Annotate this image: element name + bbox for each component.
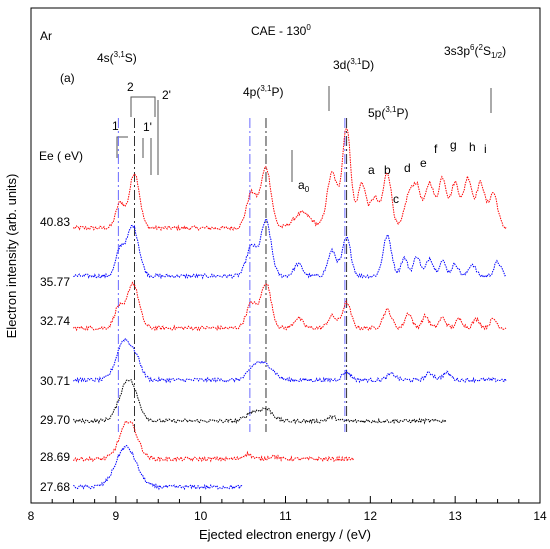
mark-i: i bbox=[484, 142, 487, 156]
annotation-brackets bbox=[116, 86, 492, 182]
spectrum-line bbox=[73, 218, 507, 280]
spectrum-line bbox=[73, 337, 507, 384]
mark-e: e bbox=[420, 156, 427, 170]
energy-label: 29.70 bbox=[40, 413, 70, 427]
x-tick-label: 9 bbox=[112, 509, 119, 523]
mark-d: d bbox=[404, 161, 411, 175]
x-tick-label: 13 bbox=[448, 509, 462, 523]
y-axis-label: Electron intensity (arb. units) bbox=[4, 174, 19, 339]
mark-g: g bbox=[450, 138, 457, 152]
spectra-traces bbox=[72, 128, 507, 491]
mark-h: h bbox=[469, 140, 476, 154]
peak-marker-lines bbox=[117, 118, 348, 432]
mark-1: 1 bbox=[112, 119, 119, 133]
energy-label: 32.74 bbox=[40, 314, 70, 328]
spectrum-line bbox=[73, 281, 507, 332]
x-tick-label: 14 bbox=[533, 509, 547, 523]
annotation-3d: 3d(3,1D) bbox=[333, 57, 374, 72]
x-axis-ticks bbox=[30, 496, 541, 503]
annotation-4s: 4s(3,1S) bbox=[97, 50, 137, 65]
mark-1-prime: 1' bbox=[143, 120, 152, 134]
x-tick-label: 11 bbox=[279, 509, 292, 523]
spectrum-line bbox=[72, 128, 507, 232]
target-label: Ar bbox=[40, 29, 52, 43]
x-tick-label: 8 bbox=[28, 509, 35, 523]
x-tick-label: 12 bbox=[364, 509, 378, 523]
spectrum-line bbox=[72, 379, 447, 425]
bracket-2 bbox=[130, 96, 156, 117]
x-axis-tick-labels: 8 9 10 11 12 13 14 bbox=[28, 509, 547, 523]
energy-label: 40.83 bbox=[40, 215, 70, 229]
mark-2: 2 bbox=[127, 80, 134, 94]
mark-f: f bbox=[434, 142, 438, 156]
energy-label: 35.77 bbox=[40, 275, 70, 289]
chart-title: CAE - 1300 bbox=[251, 23, 311, 38]
mark-c: c bbox=[393, 192, 399, 206]
panel-label: (a) bbox=[60, 71, 75, 85]
mark-a0: a0 bbox=[298, 178, 310, 194]
mark-a: a bbox=[368, 163, 375, 177]
mark-b: b bbox=[384, 163, 391, 177]
x-tick-label: 10 bbox=[194, 509, 208, 523]
ee-header: Ee ( eV) bbox=[39, 149, 83, 163]
annotation-5p: 5p(3,1P) bbox=[368, 105, 408, 120]
energy-label: 27.68 bbox=[40, 480, 70, 494]
energy-label: 30.71 bbox=[40, 374, 70, 388]
plot-frame bbox=[30, 7, 541, 504]
x-axis-label: Ejected electron energy / (eV) bbox=[199, 527, 371, 542]
annotation-4p: 4p(3,1P) bbox=[243, 84, 283, 99]
spectrum-line bbox=[73, 420, 354, 463]
energy-labels: 40.83 35.77 32.74 30.71 29.70 28.69 27.68 bbox=[40, 215, 70, 494]
bracket-1 bbox=[116, 136, 128, 158]
annotation-3s3p6: 3s3p6(2S1/2) bbox=[444, 43, 506, 60]
mark-2-prime: 2' bbox=[162, 88, 171, 102]
mark-labels: 1 2 2' 1' a0 a b c d e f g h i bbox=[112, 80, 487, 206]
spectrum-line bbox=[73, 444, 243, 491]
energy-label: 28.69 bbox=[40, 450, 70, 464]
